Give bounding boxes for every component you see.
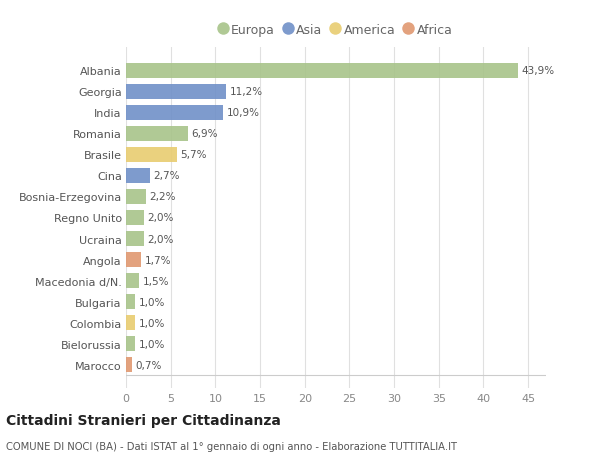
Legend: Europa, Asia, America, Africa: Europa, Asia, America, Africa	[216, 21, 456, 41]
Bar	[126, 64, 518, 79]
Bar	[126, 315, 135, 330]
Text: 1,0%: 1,0%	[139, 297, 165, 307]
Text: 11,2%: 11,2%	[230, 87, 263, 97]
Text: 6,9%: 6,9%	[191, 129, 218, 139]
Bar	[126, 357, 132, 372]
Bar	[126, 231, 144, 246]
Text: 5,7%: 5,7%	[181, 150, 207, 160]
Text: Cittadini Stranieri per Cittadinanza: Cittadini Stranieri per Cittadinanza	[6, 414, 281, 428]
Bar	[126, 84, 226, 100]
Bar	[126, 127, 188, 142]
Bar	[126, 274, 139, 289]
Bar	[126, 211, 144, 225]
Bar	[126, 106, 223, 121]
Bar	[126, 294, 135, 309]
Bar	[126, 336, 135, 352]
Text: 1,5%: 1,5%	[143, 276, 169, 286]
Text: COMUNE DI NOCI (BA) - Dati ISTAT al 1° gennaio di ogni anno - Elaborazione TUTTI: COMUNE DI NOCI (BA) - Dati ISTAT al 1° g…	[6, 441, 457, 451]
Text: 2,0%: 2,0%	[148, 234, 174, 244]
Text: 2,0%: 2,0%	[148, 213, 174, 223]
Bar	[126, 252, 141, 268]
Text: 10,9%: 10,9%	[227, 108, 260, 118]
Text: 2,2%: 2,2%	[149, 192, 176, 202]
Bar	[126, 147, 177, 162]
Bar	[126, 168, 150, 184]
Text: 1,7%: 1,7%	[145, 255, 171, 265]
Text: 2,7%: 2,7%	[154, 171, 180, 181]
Text: 1,0%: 1,0%	[139, 318, 165, 328]
Text: 0,7%: 0,7%	[136, 360, 162, 370]
Text: 43,9%: 43,9%	[522, 66, 555, 76]
Text: 1,0%: 1,0%	[139, 339, 165, 349]
Bar	[126, 190, 146, 205]
